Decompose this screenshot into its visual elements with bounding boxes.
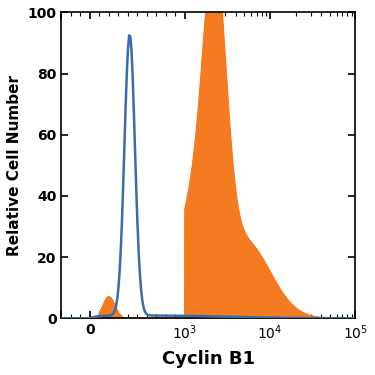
Y-axis label: Relative Cell Number: Relative Cell Number (7, 75, 22, 256)
X-axis label: Cyclin B1: Cyclin B1 (162, 350, 255, 368)
